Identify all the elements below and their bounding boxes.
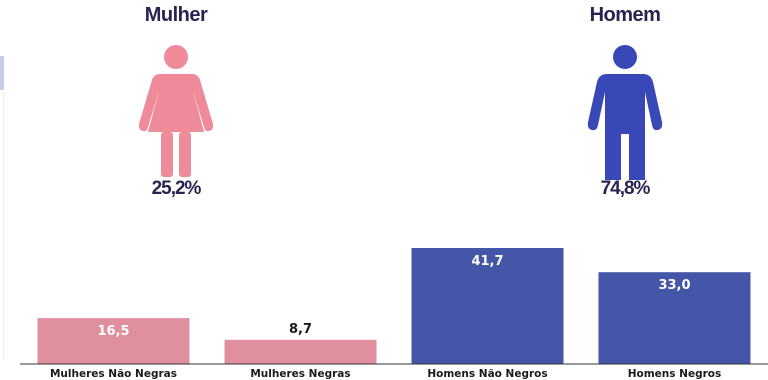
bar-value-label-0: 16,5 (97, 324, 129, 339)
category-label-0: Mulheres Não Negras (50, 368, 177, 380)
woman-icon (138, 45, 214, 177)
bar-2 (411, 248, 564, 364)
category-label-1: Mulheres Negras (250, 368, 350, 380)
left-axis-rule (3, 90, 4, 360)
bar-value-label-1: 8,7 (289, 322, 312, 337)
women-title: Mulher (144, 4, 208, 26)
bar-0 (37, 318, 190, 364)
bar-value-label-3: 33,0 (658, 278, 690, 293)
bar-1 (224, 339, 377, 364)
category-label-2: Homens Não Negros (427, 368, 547, 380)
men-percent: 74,8% (600, 178, 651, 199)
men-title: Homem (589, 4, 661, 26)
women-percent: 25,2% (151, 178, 202, 199)
man-icon (587, 45, 663, 180)
left-edge-marker (0, 56, 4, 90)
bar-value-label-2: 41,7 (471, 254, 503, 269)
category-label-3: Homens Negros (628, 368, 722, 380)
bar-3 (598, 272, 751, 364)
